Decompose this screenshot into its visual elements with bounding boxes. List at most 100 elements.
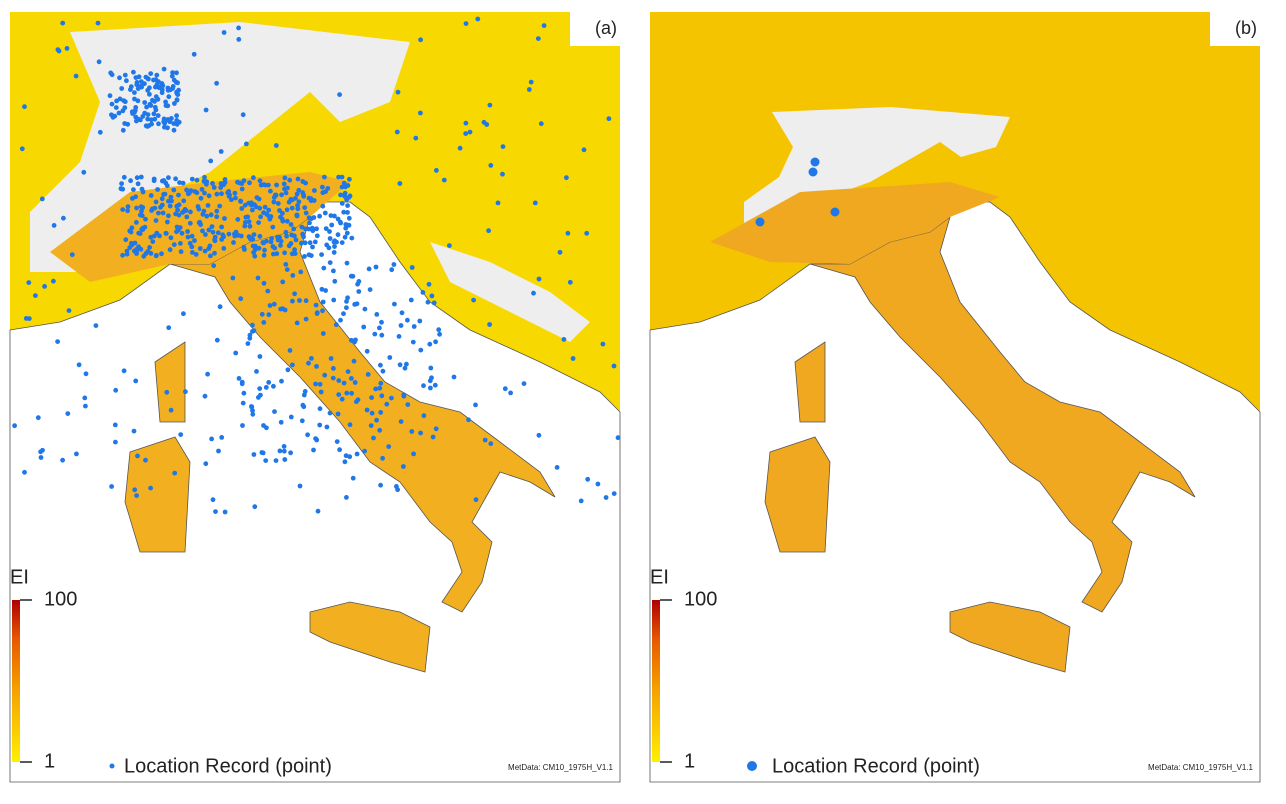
- location-dot: [410, 339, 416, 345]
- location-dot: [192, 238, 197, 244]
- location-dot: [176, 119, 182, 125]
- location-dot: [174, 97, 180, 103]
- location-dot: [377, 427, 383, 433]
- location-dot: [143, 216, 148, 222]
- location-dot: [128, 87, 133, 92]
- location-dot: [116, 110, 122, 116]
- location-dot: [313, 381, 318, 387]
- location-dot: [386, 444, 392, 449]
- location-dot: [243, 214, 249, 220]
- location-dot: [297, 298, 302, 303]
- location-dot: [287, 177, 293, 183]
- location-dot: [150, 97, 155, 103]
- location-dot: [154, 230, 160, 236]
- location-dot: [83, 371, 89, 377]
- location-dot: [218, 149, 224, 154]
- location-dot: [203, 461, 209, 467]
- location-dot: [345, 203, 350, 209]
- map-panel: (a): [9, 12, 621, 783]
- location-dot: [22, 104, 27, 110]
- location-dot: [328, 213, 334, 219]
- location-dot: [148, 71, 154, 76]
- location-dot: [152, 104, 158, 110]
- legend-dot: [109, 763, 115, 769]
- location-dot: [252, 253, 258, 259]
- location-dot: [488, 163, 494, 168]
- location-dot: [347, 176, 352, 182]
- location-dot: [120, 127, 126, 133]
- location-dot: [168, 235, 174, 241]
- location-dot: [578, 498, 584, 504]
- location-dot: [211, 185, 217, 190]
- location-dot: [323, 288, 328, 293]
- location-dot: [240, 112, 246, 118]
- colorbar-tick-label: 1: [44, 750, 55, 772]
- location-dot: [284, 207, 290, 213]
- location-dot: [175, 207, 181, 213]
- location-dot: [189, 244, 195, 250]
- location-dot: [149, 208, 155, 213]
- location-dot: [151, 178, 157, 184]
- location-dot: [180, 180, 186, 186]
- location-dot: [299, 240, 304, 246]
- location-dot: [187, 220, 193, 226]
- location-dot: [163, 103, 169, 108]
- location-dot: [267, 216, 273, 222]
- location-dot: [528, 79, 534, 85]
- location-dot: [379, 319, 384, 325]
- location-dot: [283, 262, 289, 267]
- location-dot: [275, 234, 280, 240]
- land: [794, 341, 826, 423]
- location-dot: [66, 308, 72, 313]
- location-dot: [317, 422, 323, 428]
- location-dot: [181, 311, 186, 317]
- location-dot: [409, 429, 415, 434]
- location-dot: [160, 210, 166, 216]
- location-dot: [153, 199, 159, 205]
- location-dot: [296, 199, 302, 205]
- location-dot: [40, 447, 45, 453]
- location-dot: [147, 85, 152, 91]
- location-dot: [347, 454, 353, 460]
- location-dot: [176, 192, 181, 198]
- location-dot: [61, 215, 66, 221]
- colorbar: [652, 600, 660, 762]
- location-dot: [157, 84, 162, 90]
- location-dot: [122, 72, 128, 78]
- location-dot: [263, 385, 269, 390]
- location-dot: [273, 143, 279, 148]
- location-dot: [134, 80, 140, 85]
- location-dot: [121, 174, 127, 180]
- location-dot: [168, 407, 174, 413]
- location-dot: [408, 297, 414, 303]
- location-dot: [321, 265, 327, 271]
- colorbar-tick-label: 100: [44, 588, 77, 610]
- location-dot: [487, 322, 492, 327]
- location-dot: [335, 411, 341, 417]
- location-dot: [345, 369, 351, 374]
- location-dot: [255, 275, 261, 281]
- location-dot: [502, 386, 508, 392]
- location-dot: [250, 243, 256, 249]
- location-dot: [808, 167, 818, 177]
- location-dot: [201, 178, 207, 184]
- location-dot: [336, 174, 341, 180]
- location-dot: [306, 360, 311, 366]
- location-dot: [319, 252, 324, 257]
- location-dot: [312, 239, 318, 245]
- location-dot: [428, 385, 433, 391]
- location-dot: [136, 116, 141, 122]
- location-dot: [433, 426, 439, 432]
- location-dot: [291, 226, 297, 232]
- location-dot: [330, 375, 336, 381]
- location-dot: [210, 181, 215, 186]
- location-dot: [323, 226, 329, 232]
- location-dot: [251, 175, 256, 181]
- location-dot: [230, 275, 236, 281]
- location-dot: [167, 119, 173, 124]
- location-dot: [208, 158, 214, 164]
- location-dot: [204, 213, 210, 219]
- colorbar: [12, 600, 20, 762]
- legend-label: Location Record (point): [124, 755, 332, 777]
- location-dot: [200, 228, 205, 234]
